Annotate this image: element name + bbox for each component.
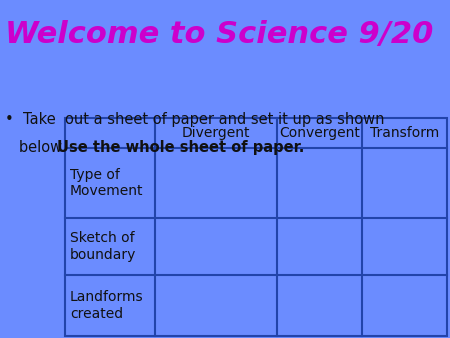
Bar <box>65 118 447 336</box>
Text: Use the whole sheet of paper.: Use the whole sheet of paper. <box>57 140 305 155</box>
Text: below.: below. <box>5 140 71 155</box>
Text: Landforms
created: Landforms created <box>70 290 144 321</box>
Text: •  Take  out a sheet of paper and set it up as shown: • Take out a sheet of paper and set it u… <box>5 112 385 126</box>
Text: Type of
Movement: Type of Movement <box>70 168 144 198</box>
Text: Welcome to Science 9/20: Welcome to Science 9/20 <box>5 20 434 49</box>
Text: Convergent: Convergent <box>279 126 360 140</box>
Text: Sketch of
boundary: Sketch of boundary <box>70 232 136 262</box>
Text: Divergent: Divergent <box>182 126 250 140</box>
Text: Transform: Transform <box>370 126 439 140</box>
